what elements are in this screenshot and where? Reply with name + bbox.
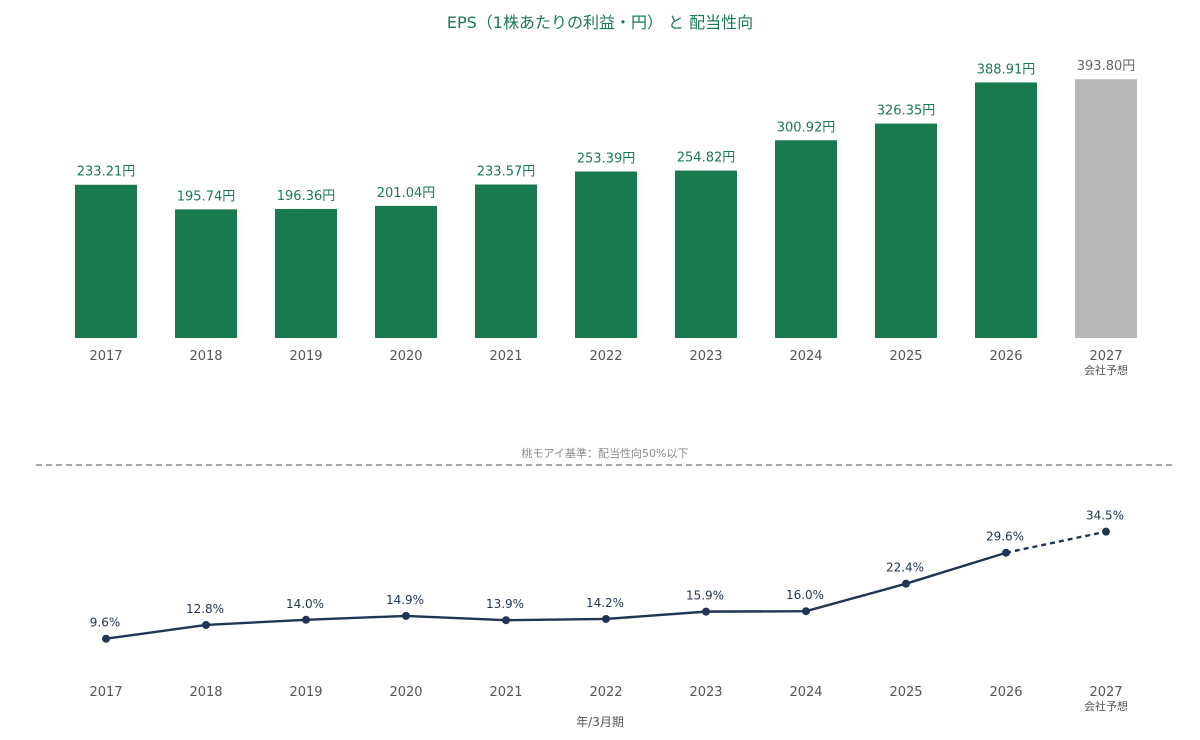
payout-value-label-2020: 14.9% bbox=[386, 593, 424, 607]
eps-value-label-2018: 195.74円 bbox=[177, 189, 236, 204]
payout-x-tick-2025: 2025 bbox=[889, 685, 922, 700]
reference-line-label: 桃モアイ基準：配当性向50%以下 bbox=[522, 446, 689, 460]
eps-bar-2025 bbox=[875, 123, 937, 338]
eps-x-tick-2023: 2023 bbox=[689, 349, 722, 364]
payout-point-2027 bbox=[1102, 527, 1110, 536]
eps-bar-2020 bbox=[375, 205, 437, 338]
payout-x-tick-2020: 2020 bbox=[389, 685, 422, 700]
payout-x-tick-2021: 2021 bbox=[489, 685, 522, 700]
eps-bar-2019 bbox=[275, 208, 337, 338]
payout-point-2019 bbox=[302, 615, 310, 624]
payout-x-tick-2026: 2026 bbox=[989, 685, 1022, 700]
eps-x-tick-2025: 2025 bbox=[889, 349, 922, 364]
eps-bar-2027 bbox=[1075, 79, 1137, 339]
eps-bar-2024 bbox=[775, 140, 837, 338]
eps-x-tick-2021: 2021 bbox=[489, 349, 522, 364]
payout-line-forecast bbox=[1005, 530, 1107, 554]
payout-point-2018 bbox=[202, 620, 210, 629]
payout-point-2021 bbox=[502, 616, 510, 625]
eps-x-tick-2024: 2024 bbox=[789, 349, 822, 364]
payout-x-tick-2017: 2017 bbox=[89, 685, 122, 700]
eps-x-tick-note: 会社予想 bbox=[1084, 363, 1128, 377]
eps-value-label-2023: 254.82円 bbox=[677, 151, 736, 166]
payout-value-label-2021: 13.9% bbox=[486, 597, 524, 611]
eps-value-label-2027: 393.80円 bbox=[1077, 59, 1136, 74]
payout-point-2024 bbox=[802, 607, 810, 616]
payout-value-label-2026: 29.6% bbox=[986, 530, 1024, 544]
payout-x-tick-2022: 2022 bbox=[589, 685, 622, 700]
eps-value-label-2020: 201.04円 bbox=[377, 186, 436, 201]
eps-x-tick-2027: 2027 bbox=[1089, 349, 1122, 364]
eps-bar-2023 bbox=[675, 170, 737, 338]
eps-value-label-2026: 388.91円 bbox=[977, 62, 1036, 77]
eps-value-label-2017: 233.21円 bbox=[77, 165, 136, 180]
eps-x-tick-2022: 2022 bbox=[589, 349, 622, 364]
payout-x-ticks: 2017 2018 2019 2020 2021 2022 2023 2024 2025 2026… bbox=[89, 685, 1128, 713]
payout-point-2022 bbox=[602, 614, 610, 623]
eps-value-label-2019: 196.36円 bbox=[277, 189, 336, 204]
payout-x-tick-2023: 2023 bbox=[689, 685, 722, 700]
payout-value-label-2023: 15.9% bbox=[686, 589, 724, 603]
eps-x-tick-2018: 2018 bbox=[189, 349, 222, 364]
eps-value-label-2021: 233.57円 bbox=[477, 165, 536, 180]
eps-bar-2022 bbox=[575, 171, 637, 338]
payout-value-label-2025: 22.4% bbox=[886, 561, 924, 575]
payout-value-label-2024: 16.0% bbox=[786, 588, 824, 602]
eps-x-tick-2026: 2026 bbox=[989, 349, 1022, 364]
reference-line-group: 桃モアイ基準：配当性向50%以下 bbox=[36, 446, 1175, 466]
payout-value-label-2018: 12.8% bbox=[186, 602, 224, 616]
eps-x-ticks: 2017 2018 2019 2020 2021 2022 2023 2024 2025 2026… bbox=[89, 349, 1128, 377]
payout-line-series: 9.6% 12.8% 14.0% 14.9% 13.9% 14.2% 15.9% 16.0% 2… bbox=[90, 509, 1124, 643]
eps-bar-2017 bbox=[75, 184, 137, 338]
payout-value-label-2022: 14.2% bbox=[586, 596, 624, 610]
eps-bar-2018 bbox=[175, 209, 237, 338]
chart-title: EPS（1株あたりの利益・円） と 配当性向 bbox=[447, 13, 753, 32]
payout-value-label-2019: 14.0% bbox=[286, 597, 324, 611]
payout-x-tick-note: 会社予想 bbox=[1084, 699, 1128, 713]
payout-point-2017 bbox=[102, 634, 110, 643]
payout-point-2026 bbox=[1002, 548, 1010, 557]
payout-point-2020 bbox=[402, 611, 410, 620]
payout-x-tick-2024: 2024 bbox=[789, 685, 822, 700]
x-axis-label: 年/3月期 bbox=[576, 715, 624, 729]
payout-line-actual bbox=[105, 551, 1007, 640]
eps-bar-2021 bbox=[475, 184, 537, 338]
payout-value-label-2017: 9.6% bbox=[90, 616, 121, 630]
eps-x-tick-2019: 2019 bbox=[289, 349, 322, 364]
eps-x-tick-2017: 2017 bbox=[89, 349, 122, 364]
payout-x-tick-2027: 2027 bbox=[1089, 685, 1122, 700]
payout-x-tick-2019: 2019 bbox=[289, 685, 322, 700]
payout-x-tick-2018: 2018 bbox=[189, 685, 222, 700]
eps-bar-2026 bbox=[975, 82, 1037, 338]
eps-value-label-2025: 326.35円 bbox=[877, 104, 936, 119]
eps-bars: 233.21円 195.74円 196.36円 201.04円 233.57円 253.3… bbox=[75, 59, 1137, 339]
payout-point-2023 bbox=[702, 607, 710, 616]
payout-value-label-2027: 34.5% bbox=[1086, 509, 1124, 523]
eps-x-tick-2020: 2020 bbox=[389, 349, 422, 364]
payout-point-2025 bbox=[902, 579, 910, 588]
eps-value-label-2024: 300.92円 bbox=[777, 120, 836, 135]
eps-value-label-2022: 253.39円 bbox=[577, 151, 636, 166]
